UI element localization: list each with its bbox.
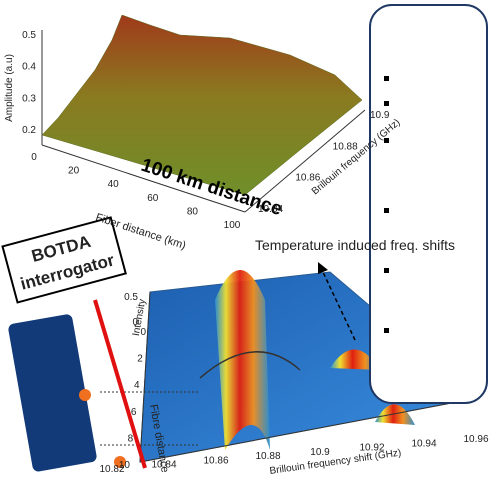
axis-label: Amplitude (a.u) (4, 54, 15, 122)
tick-label: 0 (140, 327, 146, 338)
tick-label: 10.84 (151, 460, 176, 471)
bullet (384, 76, 389, 81)
tick-label: 40 (108, 179, 120, 190)
annotation: Temperature induced freq. shifts (255, 237, 455, 253)
arrow (321, 269, 356, 341)
ridge (215, 270, 270, 450)
bullet (384, 101, 389, 106)
top-plot (41, 14, 366, 213)
tick-label: 80 (187, 206, 199, 217)
tick-label: 0 (31, 152, 37, 163)
axis (139, 291, 151, 463)
bullet (384, 328, 389, 333)
fiber-link (93, 299, 147, 469)
tick-label: 10.86 (295, 173, 320, 184)
tick-label: 2 (137, 354, 143, 365)
peak (330, 349, 380, 370)
arrowhead (318, 262, 328, 274)
tick-label: 10.92 (359, 443, 384, 454)
tick-label: 10.82 (99, 464, 124, 475)
tick-label: 10.96 (463, 434, 488, 445)
bullets (384, 76, 389, 333)
tick-label: 20 (68, 166, 80, 177)
text-box (369, 4, 488, 404)
bottom-plot (100, 262, 480, 463)
tick-label: 10.9 (310, 447, 330, 458)
tick-label: 0.3 (22, 93, 36, 104)
peak (375, 404, 415, 425)
interrogator-box: BOTDA interrogator (1, 216, 127, 304)
tick-label: 10.9 (370, 110, 390, 121)
tick-label: 0.4 (22, 62, 36, 73)
trace (199, 351, 301, 379)
tick-label: 10.94 (411, 438, 436, 449)
tick-label: 0.5 (124, 292, 138, 303)
axis (139, 397, 479, 463)
bullet (384, 138, 389, 143)
fiber-image (8, 314, 97, 472)
tick-label: 60 (147, 193, 159, 204)
tick-label: 0.2 (22, 125, 36, 136)
axis (244, 109, 366, 213)
tick-label: 100 (224, 220, 241, 231)
bullet (384, 208, 389, 213)
flame (79, 389, 91, 401)
tick-label: 0 (132, 317, 138, 328)
tick-label: 10.88 (333, 141, 358, 152)
tick-label: 10.88 (255, 451, 280, 462)
tick-label: 0.5 (22, 30, 36, 41)
surface (41, 14, 363, 196)
flame (114, 456, 126, 468)
tick-label: 6 (131, 407, 137, 418)
tick-label: 10.86 (203, 455, 228, 466)
tick-label: 8 (128, 433, 134, 444)
axis (41, 144, 246, 213)
tick-label: 4 (134, 380, 140, 391)
tick-label: 10 (119, 460, 131, 471)
box (1, 216, 127, 304)
bullet (384, 268, 389, 273)
tick-label: 10.84 (258, 204, 283, 215)
